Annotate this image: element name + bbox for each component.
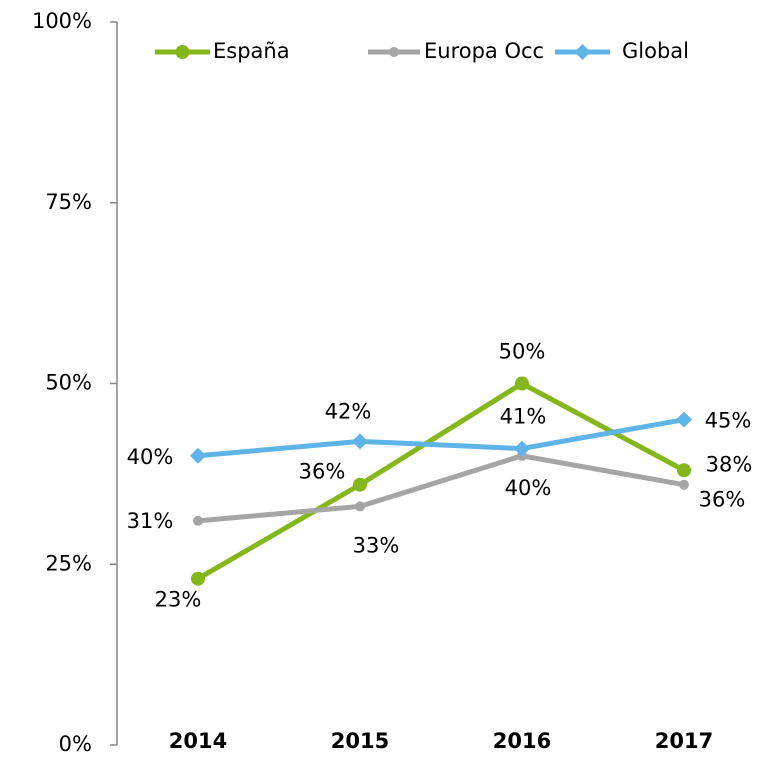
- y-tick-label: 50%: [45, 371, 92, 395]
- x-tick-label: 2015: [331, 729, 389, 753]
- marker: [193, 515, 203, 526]
- marker: [679, 479, 689, 490]
- marker: [676, 411, 692, 428]
- data-label: 50%: [499, 340, 546, 364]
- x-tick-label: 2016: [493, 729, 551, 753]
- data-label: 38%: [706, 452, 753, 476]
- marker: [190, 447, 206, 464]
- marker: [355, 501, 365, 512]
- legend-label: España: [213, 39, 290, 63]
- data-label: 36%: [699, 488, 746, 512]
- y-tick-label: 75%: [45, 190, 92, 214]
- data-label: 33%: [353, 533, 400, 557]
- marker: [514, 440, 530, 457]
- legend-marker: [389, 47, 399, 57]
- marker: [515, 376, 529, 391]
- data-label: 42%: [325, 399, 372, 423]
- data-label: 40%: [127, 445, 174, 469]
- data-label: 40%: [505, 476, 552, 500]
- y-tick-label: 25%: [45, 551, 92, 575]
- series-line: [196, 381, 686, 581]
- legend-marker: [574, 44, 591, 60]
- marker: [191, 571, 205, 586]
- y-tick-label: 0%: [59, 732, 92, 756]
- marker: [677, 463, 691, 478]
- marker: [352, 433, 368, 450]
- data-label: 36%: [299, 460, 346, 484]
- data-label: 41%: [500, 405, 547, 429]
- data-label: 23%: [155, 588, 202, 612]
- legend-label: Europa Occ: [424, 39, 544, 63]
- legend-label: Global: [622, 39, 689, 63]
- x-tick-label: 2014: [169, 729, 227, 753]
- marker: [353, 477, 367, 492]
- data-label: 31%: [127, 509, 174, 533]
- y-tick-label: 100%: [32, 9, 92, 33]
- series-line: [197, 453, 685, 524]
- legend-marker: [175, 45, 190, 59]
- x-tick-label: 2017: [655, 729, 713, 753]
- series-line: [197, 417, 685, 459]
- data-label: 45%: [705, 409, 752, 433]
